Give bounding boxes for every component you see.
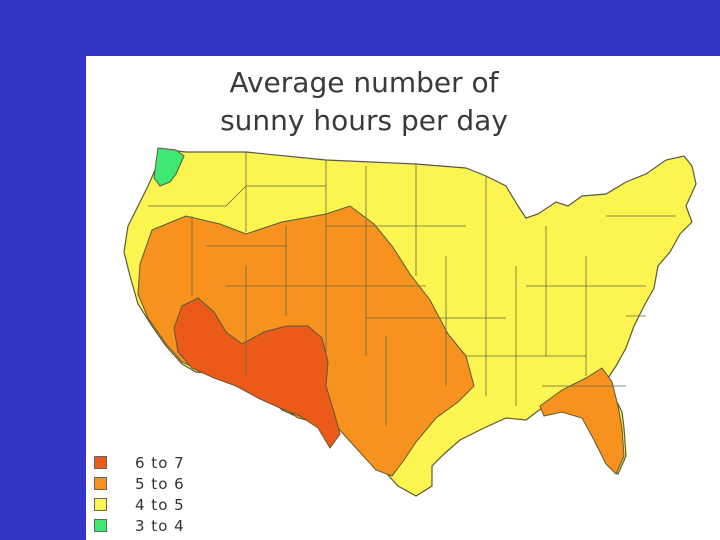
- state-borders: [148, 152, 676, 426]
- map-title-line-2: sunny hours per day: [220, 104, 508, 137]
- legend-item-3-to-4: 3 to 4: [94, 515, 185, 536]
- legend-label: 5 to 6: [135, 474, 185, 493]
- region-3-to-4: [153, 147, 185, 187]
- legend-swatch: [94, 519, 107, 532]
- legend-item-5-to-6: 5 to 6: [94, 473, 185, 494]
- map-title-line-1: Average number of: [229, 66, 499, 99]
- legend-swatch: [94, 477, 107, 490]
- map-panel: Average number of sunny hours per day 6 …: [86, 56, 720, 540]
- legend-label: 4 to 5: [135, 495, 185, 514]
- legend-item-6-to-7: 6 to 7: [94, 452, 185, 473]
- legend-label: 3 to 4: [135, 516, 185, 535]
- legend-swatch: [94, 498, 107, 511]
- legend-item-4-to-5: 4 to 5: [94, 494, 185, 515]
- region-6-to-7: [173, 297, 341, 449]
- region-5-to-6-southeast: [539, 367, 625, 475]
- legend-swatch: [94, 456, 107, 469]
- legend-label: 6 to 7: [135, 453, 185, 472]
- legend: 6 to 7 5 to 6 4 to 5 3 to 4: [94, 452, 185, 536]
- map-title: Average number of sunny hours per day: [86, 64, 642, 140]
- us-sunshine-map: [123, 147, 697, 497]
